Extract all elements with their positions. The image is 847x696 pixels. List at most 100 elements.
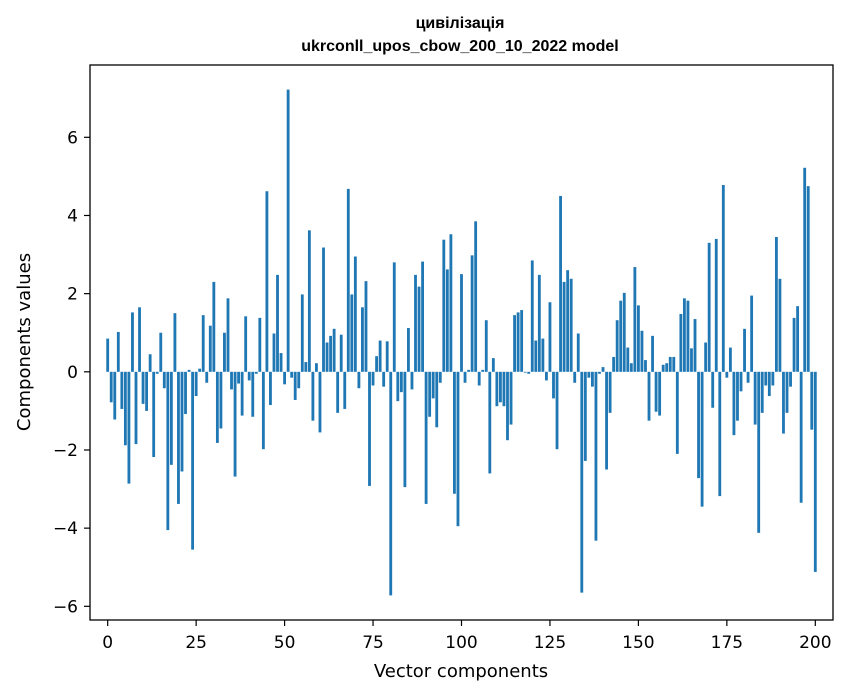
bar	[679, 313, 683, 372]
bar	[286, 89, 290, 372]
bar	[803, 167, 807, 372]
bar	[527, 371, 531, 374]
bar	[806, 186, 810, 372]
bar	[403, 371, 407, 488]
bar	[123, 371, 127, 446]
bar	[782, 371, 785, 434]
bar	[375, 356, 378, 372]
bar	[693, 319, 697, 372]
x-tick-label: 100	[445, 633, 477, 653]
bar	[530, 260, 534, 372]
bar	[350, 294, 354, 372]
bar	[601, 367, 605, 372]
bar	[279, 353, 283, 372]
bar	[552, 371, 555, 399]
bar	[169, 371, 173, 465]
bar	[651, 335, 654, 372]
bar	[647, 371, 651, 421]
bar	[325, 342, 329, 372]
bar	[244, 316, 248, 372]
bar-series	[106, 89, 817, 596]
bar	[743, 328, 746, 372]
bar	[265, 191, 269, 372]
bar	[240, 371, 244, 416]
bar	[223, 332, 226, 372]
bar	[254, 371, 258, 374]
bar	[516, 312, 520, 372]
bar	[545, 371, 548, 381]
bar	[145, 371, 149, 411]
bar	[162, 371, 166, 389]
bar	[361, 307, 364, 372]
bar	[721, 184, 725, 372]
bar	[573, 371, 577, 383]
bar	[495, 371, 499, 407]
bar	[460, 274, 463, 372]
bar	[612, 356, 616, 372]
bar	[307, 230, 311, 372]
y-tick-label: 2	[67, 285, 78, 305]
x-tick-label: 150	[622, 633, 654, 653]
bar	[792, 317, 796, 372]
bar	[445, 269, 449, 372]
y-tick-label: 0	[67, 363, 78, 383]
bar	[810, 371, 814, 430]
bar	[392, 262, 396, 372]
bar	[424, 371, 428, 504]
bar	[477, 371, 481, 386]
bar	[180, 371, 184, 472]
bar	[714, 238, 718, 372]
bar	[318, 371, 322, 433]
bar	[106, 338, 110, 372]
bar	[215, 371, 219, 443]
bar	[300, 294, 304, 372]
bar	[378, 340, 382, 372]
bar	[799, 371, 803, 503]
bar	[336, 371, 340, 413]
bar	[760, 371, 764, 413]
bar	[732, 371, 736, 436]
bar	[559, 195, 562, 372]
plot-frame	[89, 64, 834, 621]
bar	[293, 371, 297, 400]
bar	[513, 315, 516, 372]
bar	[371, 371, 375, 386]
bar	[435, 371, 439, 428]
bar	[237, 371, 241, 384]
bar	[456, 371, 460, 527]
bar	[364, 281, 368, 372]
bar	[226, 298, 230, 372]
bar	[414, 274, 417, 372]
bar	[633, 267, 637, 372]
bar	[357, 371, 361, 389]
bar	[785, 371, 789, 413]
bar	[767, 371, 771, 397]
bar	[407, 328, 410, 372]
bar	[640, 330, 644, 372]
bar	[353, 256, 357, 372]
bar	[470, 255, 474, 372]
bar	[127, 371, 131, 484]
bar	[155, 371, 159, 374]
bar	[428, 371, 432, 417]
bar	[541, 338, 545, 372]
bar	[410, 371, 414, 390]
bar	[177, 371, 180, 504]
bar	[537, 274, 541, 372]
bar	[141, 371, 145, 404]
bar	[771, 371, 775, 386]
bar	[230, 371, 233, 390]
x-tick-label: 50	[274, 633, 296, 653]
bar	[753, 371, 757, 425]
bar	[757, 371, 761, 533]
bar	[431, 371, 435, 399]
bar	[339, 334, 343, 372]
bar	[219, 371, 223, 429]
bar	[778, 278, 782, 372]
bar	[576, 333, 580, 372]
x-axis: 0 25 50 75 100 125 150 175 200	[102, 620, 832, 653]
y-axis-label: Components values	[14, 253, 35, 431]
bar	[658, 371, 662, 416]
bar	[368, 371, 371, 486]
